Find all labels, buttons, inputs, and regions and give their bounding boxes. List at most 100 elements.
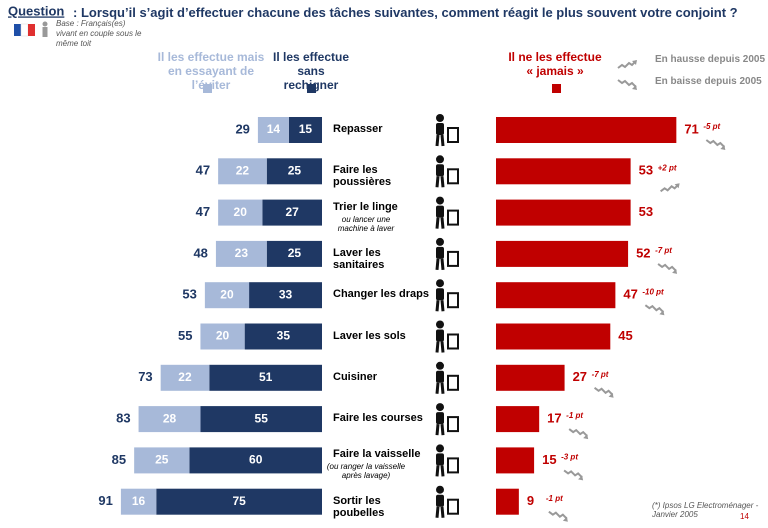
bar-label: 60: [249, 453, 263, 467]
task-label: Faire les courses: [333, 412, 423, 425]
task-icon: [435, 423, 440, 436]
task-icon: [436, 485, 444, 494]
bar-light: [257, 117, 289, 143]
bar-red: [496, 447, 535, 474]
task-label: Trier le linge: [333, 200, 398, 213]
task-icon: [447, 498, 459, 515]
task-label: Faire la vaisselle: [333, 448, 421, 461]
person-icon: [42, 27, 48, 37]
task-icon: [435, 465, 440, 477]
bar-label: 15: [542, 452, 556, 467]
bar-label: 25: [155, 453, 169, 467]
task-icon: [436, 453, 444, 466]
bar-red: [496, 282, 616, 309]
trend-arrow: [644, 304, 665, 313]
task-icon: [436, 361, 444, 370]
bar-label: 51: [259, 370, 273, 384]
task-icon: [447, 127, 459, 143]
task-icon: [447, 374, 459, 391]
total-label: 91: [98, 493, 112, 508]
task-icon: [447, 333, 459, 350]
trend-arrow: [568, 428, 588, 437]
title-label: Question: [8, 3, 64, 18]
trend-arrow: [578, 475, 584, 481]
bar-red: [496, 199, 631, 226]
legend-header: Il ne les effectue « jamais »: [508, 50, 602, 78]
task-label: Cuisiner: [333, 370, 378, 383]
bar-label: 53: [639, 163, 653, 178]
bar-label: 27: [285, 205, 299, 219]
task-note: ou lancer une machine à laver: [337, 214, 395, 233]
total-label: 29: [235, 121, 249, 136]
bar-red: [496, 158, 631, 185]
task-icon: [440, 176, 445, 188]
bar-light: [218, 199, 263, 226]
task-icon: [436, 237, 444, 246]
task-icon: [436, 279, 444, 288]
task-icon: [447, 209, 459, 226]
bar-label: 53: [639, 204, 653, 219]
bar-label: 33: [279, 287, 293, 301]
change-label: -7 pt: [592, 370, 609, 379]
total-label: 47: [196, 163, 210, 178]
trend-arrow: [563, 469, 583, 479]
total-label: 55: [178, 328, 192, 343]
task-icon: [440, 258, 445, 271]
task-label: Sortir les poubelles: [333, 494, 385, 519]
task-icon: [436, 164, 444, 177]
bar-dark: [288, 117, 322, 143]
change-label: -5 pt: [703, 122, 720, 131]
bar-label: 47: [623, 287, 637, 302]
task-icon: [435, 258, 440, 271]
bar-light: [138, 406, 201, 433]
change-label: -7 pt: [655, 246, 672, 255]
bar-light: [160, 364, 210, 391]
bar-label: 22: [178, 370, 192, 384]
task-icon: [440, 506, 445, 518]
task-icon: [436, 329, 444, 342]
bar-label: 9: [527, 493, 534, 508]
bar-light: [204, 282, 250, 309]
bar-label: 71: [684, 121, 698, 136]
legend-swatch: [203, 84, 212, 93]
task-icon: [436, 320, 444, 329]
trend-arrow: [632, 85, 637, 90]
bar-label: 16: [132, 494, 146, 508]
task-icon: [440, 382, 445, 394]
trend-arrow: [548, 510, 568, 520]
task-icon: [447, 168, 459, 185]
bar-dark: [266, 240, 322, 267]
trend-arrow: [657, 263, 677, 272]
change-label: -3 pt: [561, 453, 578, 462]
task-icon: [436, 370, 444, 383]
trend-legend: En baisse depuis 2005: [655, 76, 762, 87]
task-label: Repasser: [333, 123, 383, 135]
task-icon: [440, 465, 445, 477]
task-icon: [435, 506, 440, 518]
bar-light: [120, 488, 157, 515]
bar-label: 52: [636, 245, 650, 260]
task-icon: [435, 217, 440, 229]
task-icon: [447, 416, 459, 433]
trend-legend: En hausse depuis 2005: [655, 54, 766, 65]
task-icon: [436, 205, 444, 218]
trend-arrow: [583, 434, 589, 440]
bar-label: 15: [299, 122, 313, 136]
base-note: Base : Français(es) vivant en couple sou…: [56, 19, 142, 48]
trend-arrow: [660, 183, 680, 193]
task-label: Laver les sols: [333, 329, 406, 342]
bar-label: 20: [220, 287, 234, 301]
bar-light: [134, 447, 190, 474]
bar-label: 55: [255, 411, 269, 425]
trend-arrow: [617, 60, 637, 69]
bar-label: 25: [288, 163, 302, 177]
task-icon: [436, 444, 444, 453]
task-note: (ou ranger la vaisselle après lavage): [326, 462, 406, 481]
legend-swatch: [307, 84, 316, 93]
trend-arrow: [705, 139, 726, 148]
flag: [28, 24, 35, 36]
bar-dark: [262, 199, 322, 226]
bar-label: 35: [277, 329, 291, 343]
trend-arrow: [617, 79, 637, 88]
